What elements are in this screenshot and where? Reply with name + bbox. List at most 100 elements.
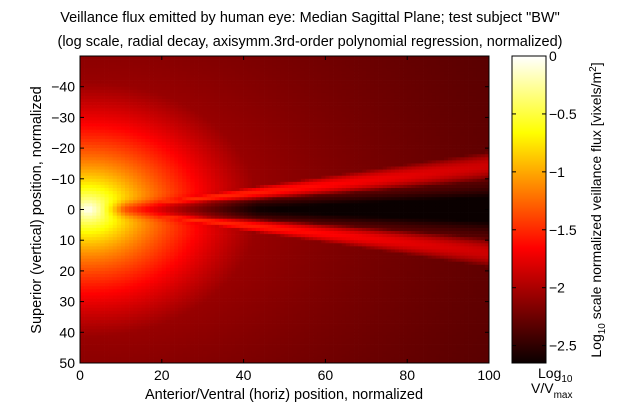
heatmap-cell: [165, 310, 171, 315]
heatmap-cell: [161, 227, 167, 232]
heatmap-cell: [145, 175, 150, 180]
heatmap-cell: [182, 138, 187, 143]
heatmap-cell: [259, 240, 265, 244]
heatmap-cell: [247, 304, 253, 309]
heatmap-cell: [153, 215, 159, 220]
heatmap-cell: [186, 234, 191, 238]
heatmap-cell: [251, 59, 257, 63]
heatmap-cell: [214, 255, 220, 259]
heatmap-cell: [124, 135, 130, 140]
heatmap-cell: [153, 77, 159, 81]
heatmap-cell: [165, 157, 171, 161]
heatmap-cell: [116, 329, 122, 333]
heatmap-cell: [268, 323, 273, 327]
heatmap-cell: [206, 261, 212, 266]
heatmap-cell: [141, 261, 146, 266]
heatmap-cell: [124, 71, 130, 75]
heatmap-cell: [129, 249, 134, 253]
heatmap-cell: [108, 123, 114, 127]
heatmap-cell: [124, 353, 130, 358]
heatmap-cell: [157, 132, 163, 137]
heatmap-cell: [104, 246, 109, 250]
heatmap-cell: [198, 68, 204, 72]
heatmap-cell: [129, 120, 134, 124]
heatmap-cell: [243, 258, 249, 263]
heatmap-cell: [104, 277, 109, 281]
heatmap-cell: [124, 126, 130, 131]
heatmap-cell: [80, 206, 85, 210]
heatmap-cell: [276, 68, 281, 72]
heatmap-cell: [223, 304, 228, 309]
heatmap-cell: [210, 335, 216, 339]
heatmap-cell: [80, 123, 85, 127]
heatmap-cell: [231, 310, 236, 315]
heatmap-cell: [169, 65, 175, 69]
heatmap-cell: [190, 280, 195, 284]
heatmap-cell: [174, 105, 179, 109]
heatmap-cell: [153, 135, 159, 140]
heatmap-cell: [202, 209, 208, 213]
heatmap-cell: [161, 347, 167, 352]
heatmap-cell: [96, 234, 101, 238]
heatmap-cell: [186, 323, 191, 327]
heatmap-cell: [108, 160, 114, 164]
heatmap-cell: [243, 344, 249, 348]
heatmap-cell: [190, 356, 195, 361]
heatmap-cell: [133, 126, 138, 131]
heatmap-cell: [108, 341, 114, 345]
heatmap-cell: [80, 344, 85, 348]
heatmap-cell: [264, 120, 269, 124]
heatmap-cell: [178, 332, 183, 336]
heatmap-cell: [219, 132, 224, 137]
heatmap-cell: [174, 286, 179, 290]
heatmap-cell: [133, 95, 138, 100]
heatmap-cell: [96, 135, 101, 140]
heatmap-cell: [231, 203, 236, 207]
heatmap-cell: [141, 145, 146, 149]
heatmap-cell: [165, 344, 171, 348]
heatmap-cell: [84, 83, 89, 88]
heatmap-cell: [210, 148, 216, 152]
heatmap-cell: [84, 212, 89, 216]
heatmap-cell: [165, 215, 171, 220]
heatmap-cell: [145, 329, 150, 333]
heatmap-cell: [206, 224, 212, 229]
heatmap-cell: [145, 154, 150, 158]
heatmap-cell: [141, 344, 146, 348]
heatmap-cell: [145, 320, 150, 324]
heatmap-cell: [129, 295, 134, 299]
heatmap-cell: [84, 197, 89, 201]
heatmap-cell: [149, 77, 154, 81]
heatmap-cell: [219, 347, 224, 352]
heatmap-cell: [214, 359, 220, 364]
heatmap-cell: [133, 320, 138, 324]
heatmap-cell: [153, 203, 159, 207]
heatmap-cell: [124, 138, 130, 143]
heatmap-cell: [272, 105, 277, 109]
heatmap-cell: [202, 166, 208, 170]
heatmap-cell: [276, 224, 281, 229]
heatmap-cell: [141, 117, 146, 121]
heatmap-cell: [251, 132, 257, 137]
heatmap-cell: [88, 273, 93, 278]
heatmap-cell: [202, 243, 208, 247]
heatmap-cell: [186, 166, 191, 170]
heatmap-cell: [272, 344, 277, 348]
heatmap-cell: [255, 151, 261, 155]
heatmap-cell: [116, 224, 122, 229]
heatmap-cell: [149, 80, 154, 84]
heatmap-cell: [247, 252, 253, 256]
heatmap-cell: [280, 145, 285, 149]
heatmap-cell: [206, 80, 212, 84]
heatmap-cell: [198, 141, 204, 146]
heatmap-cell: [141, 102, 146, 106]
heatmap-cell: [247, 175, 253, 180]
heatmap-cell: [157, 227, 163, 232]
heatmap-cell: [182, 289, 187, 293]
heatmap-cell: [264, 86, 269, 91]
heatmap-cell: [214, 267, 220, 272]
heatmap-cell: [243, 111, 249, 115]
heatmap-cell: [112, 111, 118, 115]
heatmap-cell: [268, 114, 273, 118]
heatmap-cell: [182, 65, 187, 69]
